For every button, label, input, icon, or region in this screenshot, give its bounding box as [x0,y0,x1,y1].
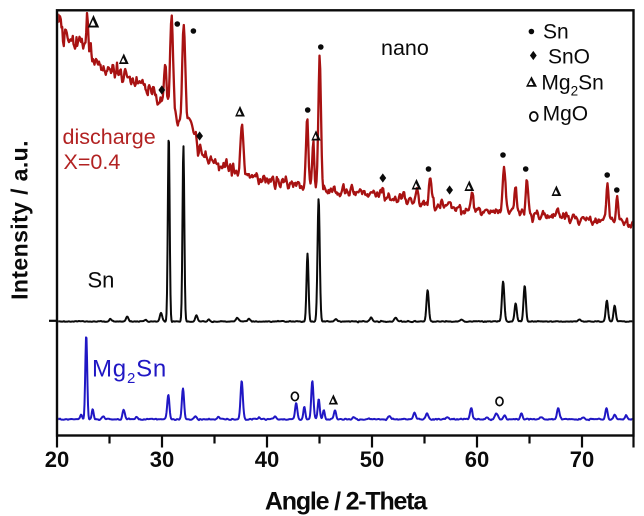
svg-text:Sn: Sn [543,21,569,44]
svg-text:SnO: SnO [548,46,590,69]
svg-text:nano: nano [381,36,429,60]
svg-text:20: 20 [45,447,69,472]
svg-text:MgO: MgO [543,103,589,126]
svg-text:50: 50 [360,447,384,472]
svg-text:discharge: discharge [63,125,156,149]
svg-text:Sn: Sn [88,268,115,293]
svg-text:60: 60 [465,447,489,472]
svg-text:40: 40 [255,447,279,472]
svg-text:30: 30 [150,447,174,472]
svg-text:Intensity / a.u.: Intensity / a.u. [7,140,33,300]
svg-text:70: 70 [570,447,594,472]
svg-text:X=0.4: X=0.4 [64,150,121,174]
svg-text:Mg2Sn: Mg2Sn [92,356,167,388]
svg-text:Angle / 2-Theta: Angle / 2-Theta [265,488,428,516]
